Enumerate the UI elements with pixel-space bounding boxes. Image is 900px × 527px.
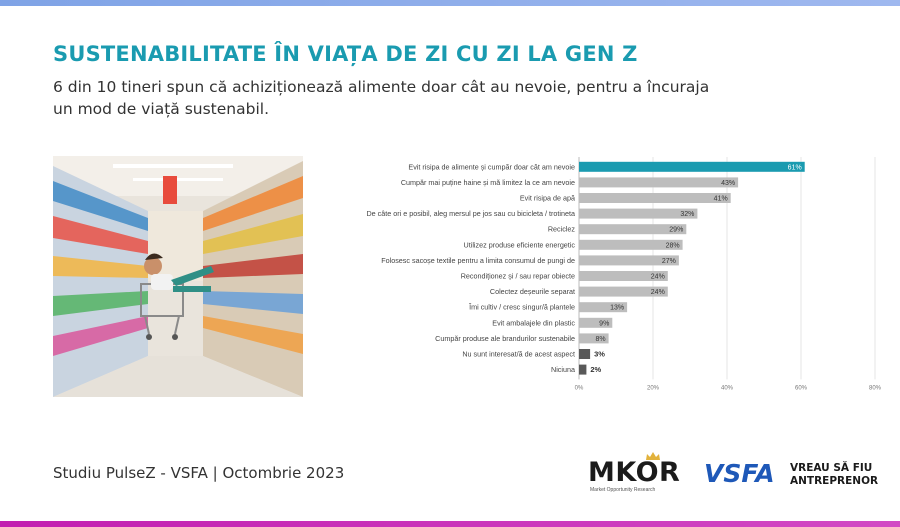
top-accent-bar — [0, 0, 900, 6]
mkor-tagline: Market Opportunity Research — [590, 487, 656, 493]
value-label: 2% — [590, 365, 601, 374]
value-label: 3% — [594, 350, 605, 359]
supermarket-photo — [53, 156, 303, 397]
value-label: 29% — [669, 227, 683, 234]
bar — [579, 224, 687, 235]
vsfa-logo: VSFA — [704, 459, 775, 488]
bar — [579, 364, 587, 375]
value-label: 27% — [662, 258, 676, 265]
value-label: 41% — [714, 196, 728, 203]
supermarket-illustration — [53, 156, 303, 397]
vsfa-tagline-line2: ANTREPRENOR — [790, 475, 879, 487]
chart-svg: 0% 20% 40% 60% 80% Evit risipa de alimente și… — [366, 157, 882, 391]
page-subtitle: 6 din 10 tineri spun că achiziționează a… — [53, 78, 710, 118]
vsfa-tagline: VREAU SĂ FIU ANTREPRENOR — [790, 462, 878, 488]
mkor-logo: MKOR Market Opportunity Research — [588, 452, 688, 495]
category-label: Cumpăr produse ale brandurilor sustenabi… — [435, 334, 575, 343]
value-label: 9% — [599, 320, 609, 327]
bar — [579, 349, 591, 359]
mkor-logo-text: MKOR — [588, 457, 681, 488]
bar — [579, 333, 609, 344]
x-tick-label: 20% — [647, 385, 660, 391]
category-label: Nu sunt interesat/ă de acest aspect — [462, 350, 575, 359]
bar — [579, 255, 679, 266]
value-label: 8% — [595, 336, 605, 343]
bottom-accent-bar — [0, 521, 900, 527]
category-label: Evit ambalajele din plastic — [492, 318, 575, 327]
category-label: Recondiționez și / sau repar obiecte — [461, 272, 575, 281]
bar — [579, 208, 698, 219]
page-title: SUSTENABILITATE ÎN VIAȚA DE ZI CU ZI LA … — [53, 42, 638, 66]
bar — [579, 286, 668, 297]
bar — [579, 317, 613, 328]
value-label: 32% — [680, 211, 694, 218]
category-label: Îmi cultiv / cresc singur/ă plantele — [468, 303, 575, 312]
category-label: Utilizez produse eficiente energetic — [464, 240, 576, 249]
category-label: Cumpăr mai puține haine și mă limitez la… — [401, 178, 575, 187]
bar — [579, 239, 683, 250]
value-label: 24% — [651, 274, 665, 281]
bar — [579, 193, 731, 203]
category-label: Niciuna — [551, 365, 575, 374]
value-label: 43% — [721, 180, 735, 187]
source-note: Studiu PulseZ - VSFA | Octombrie 2023 — [53, 464, 345, 482]
category-label: Colectez deșeurile separat — [490, 287, 575, 296]
value-label: 28% — [666, 242, 680, 249]
sustainability-bar-chart: 0% 20% 40% 60% 80% Evit risipa de alimente și… — [300, 150, 900, 400]
bar — [579, 302, 628, 313]
category-label: Evit risipa de apă — [520, 194, 575, 203]
category-label: De câte ori e posibil, aleg mersul pe jo… — [366, 209, 575, 218]
bar — [579, 177, 739, 188]
crown-icon — [646, 452, 660, 460]
bar — [579, 161, 805, 172]
value-label: 13% — [610, 305, 624, 312]
x-tick-label: 0% — [575, 385, 584, 391]
value-label: 24% — [651, 289, 665, 296]
category-label: Evit risipa de alimente și cumpăr doar c… — [408, 162, 575, 171]
category-label: Reciclez — [548, 225, 576, 234]
x-tick-label: 40% — [721, 385, 734, 391]
value-label: 61% — [788, 164, 802, 171]
category-label: Folosesc sacoșe textile pentru a limita … — [381, 256, 575, 265]
x-tick-label: 60% — [795, 385, 808, 391]
vsfa-tagline-line1: VREAU SĂ FIU — [790, 462, 873, 474]
bar — [579, 271, 668, 281]
x-tick-label: 80% — [869, 385, 882, 391]
